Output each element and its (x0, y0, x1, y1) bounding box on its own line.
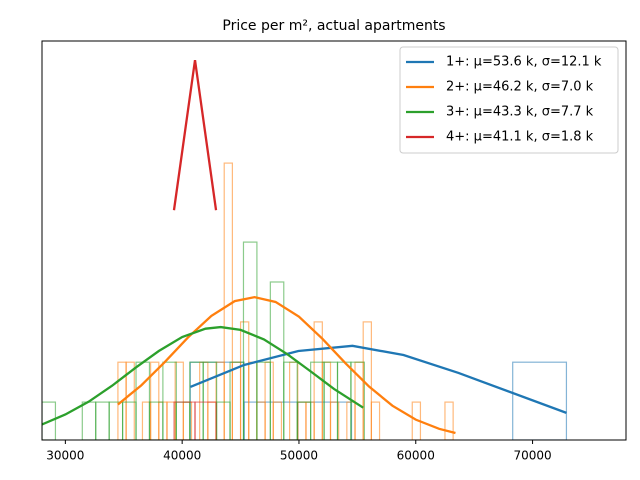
histogram-bar (269, 281, 285, 440)
histogram-bar (150, 361, 160, 440)
histogram-bar (264, 361, 274, 440)
legend-label: 2+: μ=46.2 k, σ=7.0 k (446, 80, 594, 95)
histogram-bar (283, 361, 298, 440)
histogram-bar (444, 401, 454, 440)
x-tick-label: 60000 (397, 449, 435, 463)
line (117, 295, 456, 435)
histogram-bar (223, 162, 233, 440)
histogram-bar (336, 361, 352, 440)
histogram-bar (329, 401, 340, 440)
histogram-bar (81, 401, 97, 440)
histogram-bar (148, 401, 164, 440)
line (189, 344, 567, 414)
chart-title: Price per m², actual apartments (222, 18, 445, 34)
histogram-bar (297, 401, 307, 440)
histogram-bar (296, 401, 312, 440)
histogram-bar (216, 401, 231, 440)
histogram-bar (194, 401, 217, 440)
histogram-bar (248, 361, 258, 440)
histogram-bar (108, 401, 124, 440)
histogram-bar (512, 361, 568, 440)
histogram-bar (289, 361, 299, 440)
histogram-bar (272, 401, 283, 440)
histogram-bar (125, 361, 135, 440)
x-tick-label: 70000 (513, 449, 551, 463)
plot-area (42, 59, 568, 440)
histogram-bar (174, 361, 184, 440)
histogram-bar (256, 361, 271, 440)
histogram-bar (162, 361, 177, 440)
legend-box (399, 46, 619, 154)
x-tick-label: 50000 (280, 449, 318, 463)
histogram-bar (370, 401, 381, 440)
histogram-bar (231, 361, 242, 440)
histogram-bar (202, 361, 218, 440)
legend-label: 3+: μ=43.3 k, σ=7.7 k (446, 105, 594, 120)
x-tick-label: 40000 (163, 449, 201, 463)
histogram-bar (207, 401, 217, 440)
histogram-bar (256, 401, 266, 440)
x-tick-label: 30000 (46, 449, 84, 463)
plot-frame (41, 40, 627, 441)
histogram-bar (242, 241, 258, 440)
line (42, 325, 364, 426)
histogram-bar (313, 321, 323, 440)
legend-label: 1+: μ=53.6 k, σ=12.1 k (446, 55, 602, 70)
histogram-bar (42, 401, 57, 440)
legend-label: 4+: μ=41.1 k, σ=1.8 k (446, 130, 594, 145)
line (172, 59, 218, 211)
histogram-bar (95, 401, 110, 440)
